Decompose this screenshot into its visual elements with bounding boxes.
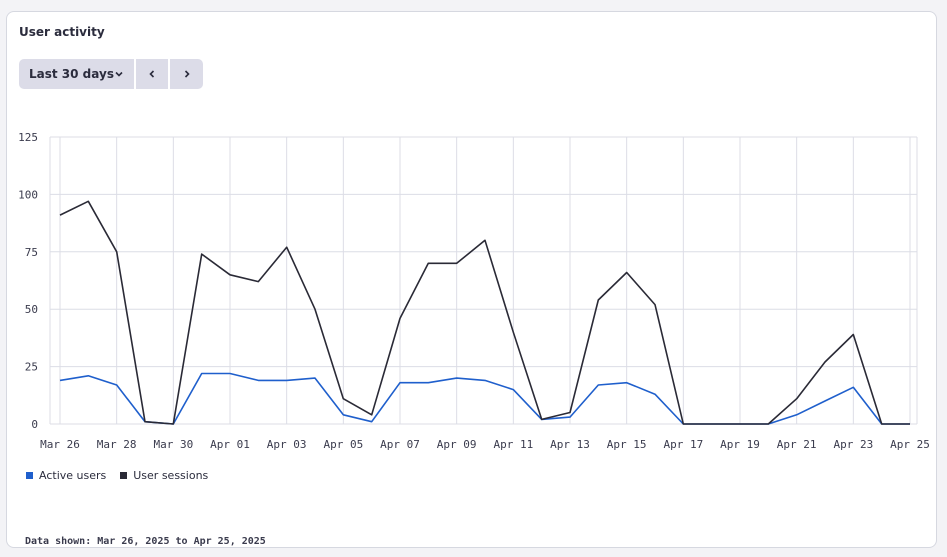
date-range-dropdown[interactable]: Last 30 days — [19, 59, 134, 89]
y-tick-label: 125 — [18, 131, 38, 144]
legend-item-active-users[interactable]: Active users — [26, 469, 106, 482]
data-range-note: Data shown: Mar 26, 2025 to Apr 25, 2025 — [25, 536, 266, 547]
x-tick-label: Apr 09 — [437, 438, 477, 451]
legend-swatch-active-users — [26, 472, 33, 479]
legend-swatch-user-sessions — [120, 472, 128, 479]
series-line-user-sessions — [59, 200, 910, 425]
x-tick-label: Apr 11 — [493, 438, 533, 451]
next-period-button[interactable] — [170, 59, 203, 89]
user-activity-card: User activity Last 30 days Active users … — [6, 11, 937, 548]
x-tick-label: Mar 26 — [40, 438, 80, 451]
legend-label-active-users: Active users — [39, 469, 107, 482]
x-tick-label: Apr 07 — [380, 438, 420, 451]
x-tick-label: Apr 15 — [607, 438, 647, 451]
x-tick-label: Apr 19 — [720, 438, 760, 451]
previous-period-button[interactable] — [136, 59, 168, 89]
y-tick-label: 75 — [25, 246, 38, 259]
date-range-toolbar: Last 30 days — [19, 59, 203, 89]
card-title: User activity — [19, 25, 105, 39]
chart-legend: Active users User sessions — [26, 469, 222, 482]
y-tick-label: 50 — [25, 303, 38, 316]
x-tick-label: Apr 03 — [267, 438, 307, 451]
x-tick-label: Mar 30 — [153, 438, 193, 451]
x-tick-label: Apr 23 — [833, 438, 873, 451]
series-line-active-users — [59, 372, 910, 425]
legend-label-user-sessions: User sessions — [133, 469, 209, 482]
y-tick-label: 25 — [25, 361, 38, 374]
x-tick-label: Apr 25 — [890, 438, 930, 451]
x-tick-label: Mar 28 — [97, 438, 137, 451]
x-tick-label: Apr 05 — [323, 438, 363, 451]
x-tick-label: Apr 21 — [777, 438, 817, 451]
x-tick-label: Apr 13 — [550, 438, 590, 451]
legend-item-user-sessions[interactable]: User sessions — [120, 469, 208, 482]
x-tick-label: Apr 17 — [663, 438, 703, 451]
chevron-down-icon — [115, 71, 123, 77]
y-tick-label: 100 — [18, 188, 38, 201]
x-tick-label: Apr 01 — [210, 438, 250, 451]
y-tick-label: 0 — [31, 418, 38, 431]
date-range-label: Last 30 days — [29, 67, 114, 81]
chevron-left-icon — [149, 70, 155, 78]
chevron-right-icon — [184, 70, 190, 78]
